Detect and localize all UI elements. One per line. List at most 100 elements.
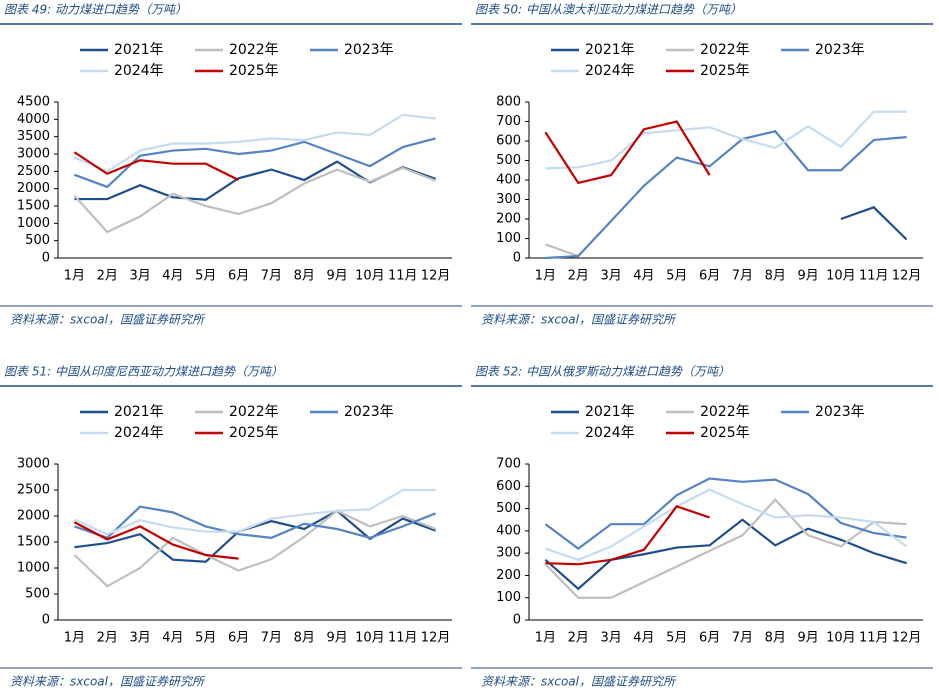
y-tick-label: 300: [496, 546, 521, 561]
y-tick-label: 500: [496, 501, 521, 516]
y-tick-label: 500: [25, 233, 50, 248]
y-tick-label: 400: [496, 523, 521, 538]
x-tick-label: 9月: [797, 631, 818, 646]
series-line: [545, 243, 579, 258]
chart-title: 图表 52: 中国从俄罗斯动力煤进口趋势（万吨）: [475, 365, 730, 379]
y-tick-label: 700: [496, 457, 521, 472]
x-tick-label: 10月: [355, 269, 385, 284]
source-note: 资料来源：sxcoal，国盛证券研究所: [10, 313, 206, 327]
series-line: [73, 166, 436, 234]
y-tick-label: 2500: [17, 164, 50, 179]
x-tick-label: 4月: [162, 269, 183, 284]
x-tick-label: 11月: [388, 631, 418, 646]
y-tick-label: 200: [496, 212, 521, 227]
series-line: [74, 505, 436, 540]
x-tick-label: 2月: [97, 631, 118, 646]
series-line: [73, 509, 436, 588]
x-tick-label: 6月: [228, 631, 249, 646]
x-tick-label: 5月: [195, 269, 216, 284]
x-tick-label: 10月: [826, 269, 856, 284]
x-tick-label: 3月: [600, 269, 621, 284]
legend-label: 2023年: [344, 42, 394, 58]
x-tick-label: 6月: [699, 631, 720, 646]
x-tick-label: 2月: [97, 269, 118, 284]
x-tick-label: 8月: [765, 269, 786, 284]
x-tick-label: 12月: [892, 631, 922, 646]
legend-label: 2022年: [700, 42, 750, 58]
x-tick-label: 1月: [535, 269, 556, 284]
series-line: [73, 488, 436, 536]
y-tick-label: 800: [496, 95, 521, 110]
source-note: 资料来源：sxcoal，国盛证券研究所: [481, 313, 677, 327]
y-tick-label: 1500: [17, 199, 50, 214]
series-line: [544, 498, 907, 599]
y-tick-label: 300: [496, 192, 521, 207]
legend-label: 2021年: [585, 42, 635, 58]
legend-label: 2021年: [114, 404, 164, 420]
x-tick-label: 4月: [633, 631, 654, 646]
y-tick-label: 0: [42, 251, 50, 266]
x-tick-label: 2月: [568, 631, 589, 646]
x-tick-label: 5月: [666, 631, 687, 646]
x-tick-label: 11月: [388, 269, 418, 284]
source-note: 资料来源：sxcoal，国盛证券研究所: [481, 675, 677, 688]
x-tick-label: 10月: [826, 631, 856, 646]
x-tick-label: 1月: [64, 269, 85, 284]
x-tick-label: 5月: [666, 269, 687, 284]
legend-label: 2023年: [815, 42, 865, 58]
x-tick-label: 4月: [633, 269, 654, 284]
x-tick-label: 3月: [129, 269, 150, 284]
legend-label: 2024年: [585, 425, 635, 441]
legend-label: 2023年: [815, 404, 865, 420]
y-tick-label: 2000: [17, 181, 50, 196]
x-tick-label: 12月: [892, 269, 922, 284]
legend-label: 2025年: [229, 63, 279, 79]
y-tick-label: 1000: [17, 561, 50, 576]
x-tick-label: 8月: [294, 269, 315, 284]
legend-label: 2025年: [700, 63, 750, 79]
x-tick-label: 11月: [859, 631, 889, 646]
x-tick-label: 3月: [129, 631, 150, 646]
series-line: [545, 130, 907, 260]
x-tick-label: 11月: [859, 269, 889, 284]
series-line: [544, 477, 907, 551]
x-tick-label: 1月: [64, 631, 85, 646]
y-tick-label: 3500: [17, 129, 50, 144]
legend-label: 2023年: [344, 404, 394, 420]
y-tick-label: 400: [496, 173, 521, 188]
x-tick-label: 2月: [568, 269, 589, 284]
y-tick-label: 500: [25, 587, 50, 602]
x-tick-label: 7月: [732, 631, 753, 646]
x-tick-label: 6月: [699, 269, 720, 284]
y-tick-label: 100: [496, 231, 521, 246]
legend-label: 2024年: [114, 63, 164, 79]
series-line: [73, 151, 240, 181]
y-tick-label: 2500: [17, 483, 50, 498]
x-tick-label: 7月: [732, 269, 753, 284]
x-tick-label: 12月: [421, 269, 451, 284]
y-tick-label: 4000: [17, 112, 50, 127]
x-tick-label: 5月: [195, 631, 216, 646]
y-tick-label: 1500: [17, 535, 50, 550]
y-tick-label: 4500: [17, 95, 50, 110]
series-line: [73, 113, 436, 173]
x-tick-label: 7月: [261, 631, 282, 646]
x-tick-label: 12月: [421, 631, 451, 646]
x-tick-label: 3月: [600, 631, 621, 646]
legend-label: 2024年: [585, 63, 635, 79]
x-tick-label: 6月: [228, 269, 249, 284]
y-tick-label: 0: [513, 613, 521, 628]
x-tick-label: 9月: [797, 269, 818, 284]
x-tick-label: 9月: [326, 269, 347, 284]
x-tick-label: 10月: [355, 631, 385, 646]
y-tick-label: 100: [496, 590, 521, 605]
y-tick-label: 200: [496, 568, 521, 583]
y-tick-label: 0: [513, 251, 521, 266]
series-line: [545, 110, 907, 170]
chart-title: 图表 50: 中国从澳大利亚动力煤进口趋势（万吨）: [475, 3, 742, 17]
series-line: [74, 137, 436, 189]
y-tick-label: 3000: [17, 147, 50, 162]
legend-label: 2025年: [229, 425, 279, 441]
